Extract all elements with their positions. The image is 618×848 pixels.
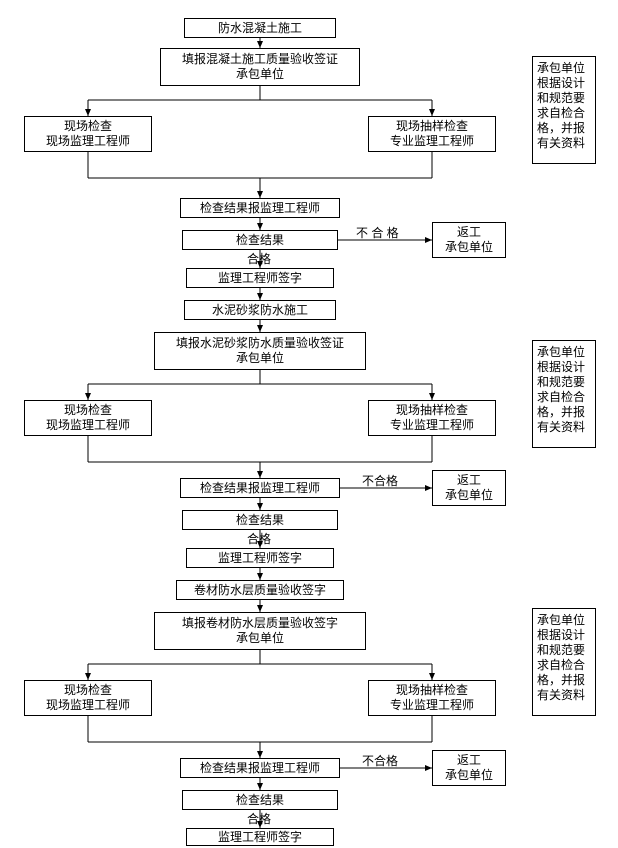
n8-text: 填报水泥砂浆防水质量验收签证承包单位 [176,336,344,366]
node-n13: 卷材防水层质量验收签字 [176,580,344,600]
label-fail1: 不 合 格 [356,227,399,239]
n15b-text: 现场抽样检查专业监理工程师 [390,683,474,713]
n9a-text: 现场检查现场监理工程师 [46,403,130,433]
node-n3a: 现场检查现场监理工程师 [24,116,152,152]
label-pass3: 合格 [247,813,271,825]
n3b-text: 现场抽样检查专业监理工程师 [390,119,474,149]
s2-text: 承包单位根据设计和规范要求自检合格，并报有关资料 [537,345,585,435]
node-n6: 监理工程师签字 [186,268,334,288]
n11-text: 检查结果 [236,513,284,528]
n12-text: 监理工程师签字 [218,551,302,566]
n10-text: 检查结果报监理工程师 [200,481,320,496]
r2-text: 返工承包单位 [445,473,493,503]
node-r3: 返工承包单位 [432,750,506,786]
n2-text: 填报混凝土施工质量验收签证承包单位 [182,52,338,82]
node-n12: 监理工程师签字 [186,548,334,568]
r1-text: 返工承包单位 [445,225,493,255]
n4-text: 检查结果报监理工程师 [200,201,320,216]
node-n3b: 现场抽样检查专业监理工程师 [368,116,496,152]
node-n2: 填报混凝土施工质量验收签证承包单位 [160,48,360,86]
node-n9b: 现场抽样检查专业监理工程师 [368,400,496,436]
node-n15a: 现场检查现场监理工程师 [24,680,152,716]
node-n1: 防水混凝土施工 [184,18,336,38]
node-n5: 检查结果 [182,230,338,250]
n13-text: 卷材防水层质量验收签字 [194,583,326,598]
node-n17: 检查结果 [182,790,338,810]
label-fail3: 不合格 [362,755,398,767]
s1-text: 承包单位根据设计和规范要求自检合格，并报有关资料 [537,61,585,151]
node-n10: 检查结果报监理工程师 [180,478,340,498]
n15a-text: 现场检查现场监理工程师 [46,683,130,713]
n1-text: 防水混凝土施工 [218,21,302,36]
node-n15b: 现场抽样检查专业监理工程师 [368,680,496,716]
node-s3: 承包单位根据设计和规范要求自检合格，并报有关资料 [532,608,596,716]
node-r1: 返工承包单位 [432,222,506,258]
n6-text: 监理工程师签字 [218,271,302,286]
n9b-text: 现场抽样检查专业监理工程师 [390,403,474,433]
node-n18: 监理工程师签字 [186,828,334,846]
node-n14: 填报卷材防水层质量验收签字承包单位 [154,612,366,650]
node-s2: 承包单位根据设计和规范要求自检合格，并报有关资料 [532,340,596,448]
n5-text: 检查结果 [236,233,284,248]
r3-text: 返工承包单位 [445,753,493,783]
node-n7: 水泥砂浆防水施工 [184,300,336,320]
n14-text: 填报卷材防水层质量验收签字承包单位 [182,616,338,646]
n17-text: 检查结果 [236,793,284,808]
n7-text: 水泥砂浆防水施工 [212,303,308,318]
label-pass1: 合格 [247,253,271,265]
label-fail2: 不合格 [362,475,398,487]
s3-text: 承包单位根据设计和规范要求自检合格，并报有关资料 [537,613,585,703]
n16-text: 检查结果报监理工程师 [200,761,320,776]
node-n9a: 现场检查现场监理工程师 [24,400,152,436]
node-n4: 检查结果报监理工程师 [180,198,340,218]
node-n11: 检查结果 [182,510,338,530]
node-n16: 检查结果报监理工程师 [180,758,340,778]
node-s1: 承包单位根据设计和规范要求自检合格，并报有关资料 [532,56,596,164]
n18-text: 监理工程师签字 [218,830,302,845]
node-r2: 返工承包单位 [432,470,506,506]
n3a-text: 现场检查现场监理工程师 [46,119,130,149]
node-n8: 填报水泥砂浆防水质量验收签证承包单位 [154,332,366,370]
label-pass2: 合格 [247,533,271,545]
